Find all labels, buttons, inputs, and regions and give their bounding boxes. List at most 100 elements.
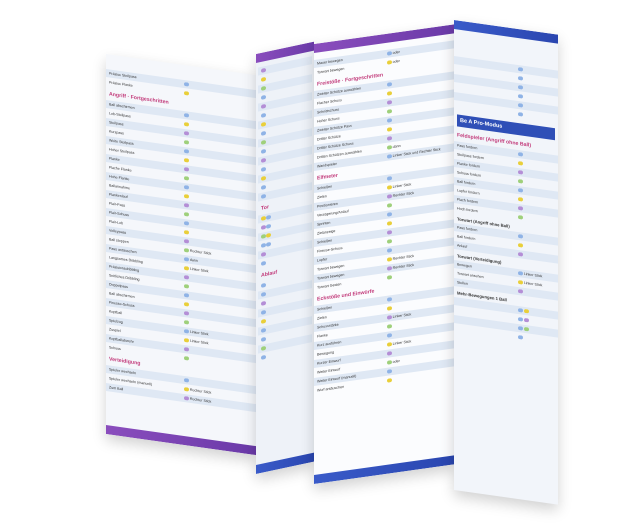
button-icon	[517, 169, 523, 175]
button-icon	[183, 90, 189, 96]
bottom-band	[314, 455, 454, 484]
button-icon	[386, 342, 392, 347]
button-icon	[183, 319, 189, 325]
list-item-value-text: Rechter Stick	[392, 262, 415, 270]
button-icon	[386, 275, 392, 280]
button-icon	[183, 238, 189, 244]
button-icon	[386, 239, 392, 244]
button-icon	[183, 166, 189, 172]
button-icon	[386, 230, 392, 235]
button-icon	[386, 145, 392, 150]
button-icon	[183, 121, 189, 127]
list-item-value-text: Rechter Stick	[189, 248, 212, 256]
list-item-value-text: Linker Stick	[523, 271, 543, 279]
leaflet-panel-4: Be A Pro-Modus Feldspieler (Angriff ohne…	[454, 20, 558, 505]
button-icon	[183, 211, 189, 217]
button-icon	[517, 233, 523, 239]
button-icon	[386, 154, 392, 159]
list-item-value-text: Rechter Stick	[392, 190, 415, 198]
button-icon	[386, 60, 392, 65]
leaflet-panel-3: Mauer bewegen oder Torwart bewegen oder Fre…	[314, 24, 454, 485]
button-icon	[386, 203, 392, 208]
leaflet-panel-2: Tor Ablauf	[256, 41, 314, 474]
button-icon	[386, 136, 392, 141]
button-icon	[517, 251, 523, 257]
list-item-value-text: Rechter Stick	[189, 387, 212, 395]
button-icon	[183, 377, 189, 383]
button-icon	[183, 112, 189, 118]
button-icon	[183, 274, 189, 280]
list-item-value-text: Rechter Stick	[392, 253, 415, 261]
button-icon	[183, 265, 189, 271]
button-icon	[183, 81, 189, 87]
button-icon	[183, 395, 189, 401]
button-icon	[386, 91, 392, 96]
controls-list-eckstoesse: Schießen Zielen Schussstärke Linker Stick Fl…	[314, 286, 454, 395]
button-icon	[183, 355, 189, 361]
button-icon	[517, 151, 523, 157]
button-icon	[386, 351, 392, 356]
button-icon	[183, 247, 189, 253]
button-icon	[517, 288, 523, 294]
button-icon	[183, 139, 189, 145]
button-icon	[386, 315, 392, 320]
button-icon	[386, 297, 392, 302]
button-icon	[183, 229, 189, 235]
button-icon	[517, 205, 523, 211]
list-item-value-text: Linker Stick	[392, 182, 412, 189]
button-icon	[183, 193, 189, 199]
list-item-value-text: oder	[392, 58, 400, 64]
button-icon	[183, 148, 189, 154]
button-icon	[517, 270, 523, 276]
button-icon	[183, 346, 189, 352]
button-icon	[517, 242, 523, 248]
button-icon	[183, 310, 189, 316]
button-icon	[517, 214, 523, 220]
list-item-value-text: Linker Stick	[392, 339, 412, 346]
button-icon	[183, 175, 189, 181]
button-icon	[386, 369, 392, 374]
button-icon	[183, 301, 189, 307]
button-icon	[183, 292, 189, 298]
list-item-value-text: dann	[392, 143, 401, 149]
button-icon	[386, 221, 392, 226]
button-icon	[517, 178, 523, 184]
list-item-value-text: Rechter Stick	[189, 396, 212, 404]
button-icon	[517, 187, 523, 193]
leaflet-panel-1: Präzise Steilpass Präzise Flanke Angriff …	[106, 54, 256, 456]
list-item-value-text: Linker Stick	[189, 329, 209, 337]
button-icon	[183, 337, 189, 343]
button-icon	[386, 127, 392, 132]
button-icon	[386, 176, 392, 181]
button-icon	[386, 257, 392, 262]
bottom-band	[106, 425, 256, 456]
button-icon	[386, 324, 392, 329]
list-item-value-text: oder	[392, 49, 400, 55]
button-icon	[517, 279, 523, 285]
button-icon	[183, 328, 189, 334]
list-item-value-text: dann	[189, 257, 198, 263]
button-icon	[386, 109, 392, 114]
button-icon	[386, 118, 392, 123]
button-icon	[183, 202, 189, 208]
button-icon	[517, 196, 523, 202]
list-item-value-text: oder	[392, 358, 400, 364]
button-icon	[386, 360, 392, 365]
controls-list-elfmeter: Schießen Zielen Linker Stick Positionieren R…	[314, 165, 454, 292]
button-icon	[386, 82, 392, 87]
button-icon	[183, 386, 189, 392]
button-icon	[386, 100, 392, 105]
button-icon	[386, 185, 392, 190]
button-icon	[183, 283, 189, 289]
button-icon	[386, 378, 392, 383]
button-icon	[183, 184, 189, 190]
button-icon	[386, 51, 392, 56]
button-icon	[183, 130, 189, 136]
button-icon	[386, 212, 392, 217]
button-icon	[386, 333, 392, 338]
list-item-value-text: Linker Stick	[189, 338, 209, 346]
button-icon	[183, 256, 189, 262]
list-item-value-text: Linker Stick	[523, 280, 543, 288]
button-icon	[386, 266, 392, 271]
